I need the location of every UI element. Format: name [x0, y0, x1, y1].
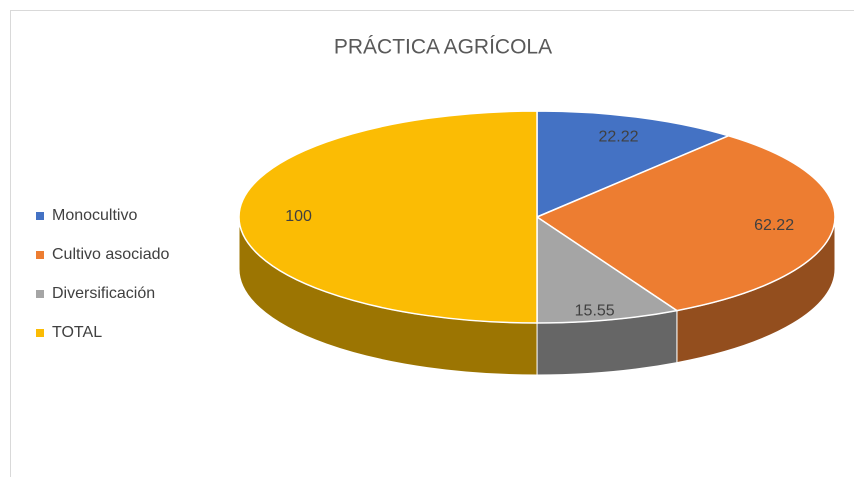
data-label: 15.55 — [575, 302, 615, 319]
legend-marker — [36, 251, 44, 259]
legend-marker — [36, 329, 44, 337]
chart-title: PRÁCTICA AGRÍCOLA — [334, 36, 552, 59]
data-label: 62.22 — [754, 217, 794, 234]
legend-label: TOTAL — [52, 324, 102, 341]
data-label: 22.22 — [599, 129, 639, 146]
legend-marker — [36, 212, 44, 220]
data-label: 100 — [285, 208, 312, 225]
legend-label: Monocultivo — [52, 207, 137, 224]
legend-marker — [36, 290, 44, 298]
legend-label: Diversificación — [52, 285, 155, 302]
legend-label: Cultivo asociado — [52, 246, 170, 263]
